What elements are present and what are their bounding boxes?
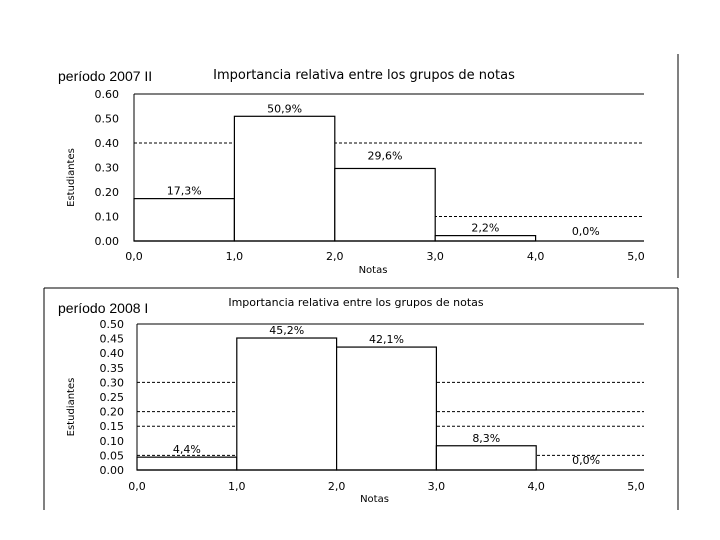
period-label: período 2007 II xyxy=(58,68,153,84)
y-tick-label: 0.45 xyxy=(100,333,125,346)
x-tick-label: 4,0 xyxy=(527,480,545,493)
y-tick-label: 0.20 xyxy=(95,186,120,199)
x-tick-label: 2,0 xyxy=(326,250,344,263)
chart-title: Importancia relativa entre los grupos de… xyxy=(213,68,515,83)
histogram-chart: Importancia relativa entre los grupos de… xyxy=(43,287,679,510)
chart-panel-2007-ii: período 2007 II Importancia relativa ent… xyxy=(44,52,680,280)
x-tick-label: 5,0 xyxy=(627,250,645,263)
x-axis-label: Notas xyxy=(360,494,389,505)
chart-panel-2008-i: período 2008 I Importancia relativa entr… xyxy=(43,287,680,510)
data-label: 42,1% xyxy=(369,333,404,346)
data-label: 4,4% xyxy=(173,443,201,456)
x-tick-label: 0,0 xyxy=(128,480,146,493)
histogram-bar xyxy=(434,235,537,242)
histogram-bar xyxy=(233,115,336,242)
chart-title: Importancia relativa entre los grupos de… xyxy=(228,296,484,309)
histogram-bar xyxy=(334,167,436,242)
x-tick-label: 4,0 xyxy=(527,250,545,263)
x-tick-label: 1,0 xyxy=(228,480,246,493)
data-label: 8,3% xyxy=(472,432,500,445)
x-tick-label: 3,0 xyxy=(428,480,446,493)
y-tick-label: 0.00 xyxy=(95,235,120,248)
x-tick-label: 5,0 xyxy=(627,480,645,493)
y-tick-label: 0.10 xyxy=(95,211,120,224)
period-label: período 2008 I xyxy=(58,300,149,316)
y-tick-label: 0.15 xyxy=(100,420,125,433)
y-tick-label: 0.35 xyxy=(100,362,125,375)
x-axis-label: Notas xyxy=(359,265,388,276)
data-label: 2,2% xyxy=(471,222,499,235)
y-tick-label: 0.00 xyxy=(100,464,125,477)
y-tick-label: 0.05 xyxy=(100,449,125,462)
histogram-bar xyxy=(236,337,338,471)
y-tick-label: 0.40 xyxy=(95,137,120,150)
y-tick-label: 0.25 xyxy=(100,391,125,404)
y-tick-label: 0.40 xyxy=(100,347,125,360)
data-label: 0,0% xyxy=(572,454,600,467)
data-label: 29,6% xyxy=(368,149,403,162)
data-label: 17,3% xyxy=(167,185,202,198)
y-tick-label: 0.50 xyxy=(95,113,120,126)
y-tick-label: 0.60 xyxy=(95,88,120,101)
histogram-bar xyxy=(136,456,238,471)
histogram-bar xyxy=(435,445,537,471)
x-tick-label: 2,0 xyxy=(328,480,346,493)
histogram-chart: Importancia relativa entre los grupos de… xyxy=(66,54,679,278)
histogram-bar xyxy=(336,346,438,471)
data-label: 45,2% xyxy=(269,324,304,337)
x-tick-label: 1,0 xyxy=(226,250,244,263)
data-label: 0,0% xyxy=(572,225,600,238)
histogram-bar xyxy=(133,198,236,242)
x-tick-label: 3,0 xyxy=(426,250,444,263)
y-axis-label: Estudiantes xyxy=(66,378,77,437)
y-tick-label: 0.20 xyxy=(100,406,125,419)
data-label: 50,9% xyxy=(267,102,302,115)
y-tick-label: 0.10 xyxy=(100,435,125,448)
y-tick-label: 0.30 xyxy=(95,162,120,175)
y-tick-label: 0.50 xyxy=(100,318,125,331)
y-tick-label: 0.30 xyxy=(100,376,125,389)
y-axis-label: Estudiantes xyxy=(66,148,77,207)
x-tick-label: 0,0 xyxy=(125,250,143,263)
